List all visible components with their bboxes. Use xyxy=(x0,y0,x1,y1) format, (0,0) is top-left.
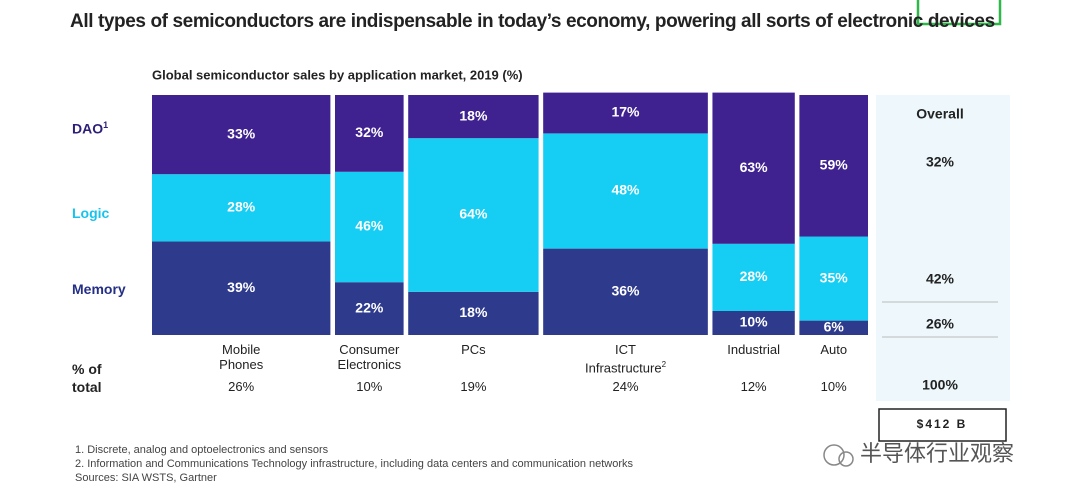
wechat-icon xyxy=(823,444,854,467)
segment xyxy=(334,282,404,335)
segment xyxy=(408,95,539,139)
width-label: 10% xyxy=(820,379,847,394)
width-label: 19% xyxy=(460,379,487,394)
value-label: 22% xyxy=(355,299,384,315)
segment xyxy=(334,95,404,172)
segment xyxy=(408,138,539,292)
x-tick-label: PCs xyxy=(461,342,486,357)
legend-entry: Memory xyxy=(72,281,126,297)
segment xyxy=(543,248,708,335)
value-label: 59% xyxy=(820,157,849,173)
footnote: Sources: SIA WSTS, Gartner xyxy=(75,472,217,484)
value-label: 36% xyxy=(611,283,640,299)
market-box xyxy=(878,408,1007,442)
overall-value: 42% xyxy=(926,271,955,287)
segment xyxy=(334,171,404,283)
value-label: 28% xyxy=(740,268,769,284)
chart-title: All types of semiconductors are indispen… xyxy=(70,11,995,32)
decor-box xyxy=(916,0,1002,26)
segment xyxy=(152,241,331,335)
series-name: DAO xyxy=(72,120,104,137)
segment xyxy=(799,95,868,237)
category-name: Consumer Electronics xyxy=(337,342,402,372)
footnote: 2. Information and Communications Techno… xyxy=(75,458,634,470)
series-name: Logic xyxy=(72,205,110,221)
value-label: 33% xyxy=(227,125,256,141)
width-label: 24% xyxy=(612,379,639,394)
overall-value: 32% xyxy=(926,154,955,170)
overall-title: Overall xyxy=(916,106,963,122)
segment xyxy=(712,243,795,311)
x-tick-label: Industrial xyxy=(727,342,780,357)
value-label: 46% xyxy=(355,218,384,234)
footnote: 1. Discrete, analog and optoelectronics … xyxy=(75,444,329,456)
segment xyxy=(543,133,708,249)
value-label: 48% xyxy=(611,182,640,198)
series-name: Memory xyxy=(72,281,126,297)
value-label: 28% xyxy=(227,199,256,215)
x-tick-label: ICT Infrastructure2 xyxy=(585,342,666,375)
value-label: 64% xyxy=(459,206,488,222)
category-name: ICT Infrastructure xyxy=(584,342,662,376)
value-label: 18% xyxy=(459,304,488,320)
value-label: 18% xyxy=(459,107,488,123)
width-label: 26% xyxy=(228,379,255,394)
category-name: Mobile Phones xyxy=(219,342,264,372)
segment xyxy=(408,291,539,335)
column-width xyxy=(543,335,708,336)
category-note: 2 xyxy=(661,360,667,369)
value-label: 32% xyxy=(355,124,384,140)
x-tick-label: Mobile Phones xyxy=(219,342,263,372)
segment xyxy=(799,320,868,335)
value-label: 39% xyxy=(227,279,256,295)
x-tick-label: Consumer Electronics xyxy=(338,342,402,372)
width-label: 12% xyxy=(740,379,767,394)
column-width xyxy=(335,335,404,336)
category-name: Auto xyxy=(820,342,848,357)
width-label: 10% xyxy=(356,379,383,394)
overall-value: 26% xyxy=(926,316,955,332)
segment xyxy=(543,92,708,134)
column-width xyxy=(152,335,330,336)
value-label: 63% xyxy=(740,159,769,175)
value-label: 35% xyxy=(820,269,849,285)
series-note: 1 xyxy=(103,120,109,130)
legend-entry: DAO1 xyxy=(72,120,108,137)
segment xyxy=(712,92,795,244)
market-size: $412 B xyxy=(917,417,968,431)
category-name: PCs xyxy=(461,342,486,357)
segment xyxy=(152,95,331,175)
value-label: 17% xyxy=(611,104,640,120)
value-label: 6% xyxy=(824,319,845,335)
legend-entry: Logic xyxy=(72,205,109,221)
column-width xyxy=(408,335,538,336)
overall-panel xyxy=(876,95,1010,401)
column-width xyxy=(799,335,868,336)
width-axis-label: % of total xyxy=(72,361,102,395)
category-name: Industrial xyxy=(727,342,780,357)
value-label: 10% xyxy=(740,314,769,330)
watermark: 半导体行业观察 xyxy=(860,441,1014,466)
segment xyxy=(799,236,868,321)
segment xyxy=(712,311,795,335)
segment xyxy=(152,174,331,242)
x-tick-label: Auto xyxy=(820,342,847,357)
overall-total: 100% xyxy=(922,377,958,393)
chart-subtitle: Global semiconductor sales by applicatio… xyxy=(152,67,523,82)
column-width xyxy=(712,335,794,336)
